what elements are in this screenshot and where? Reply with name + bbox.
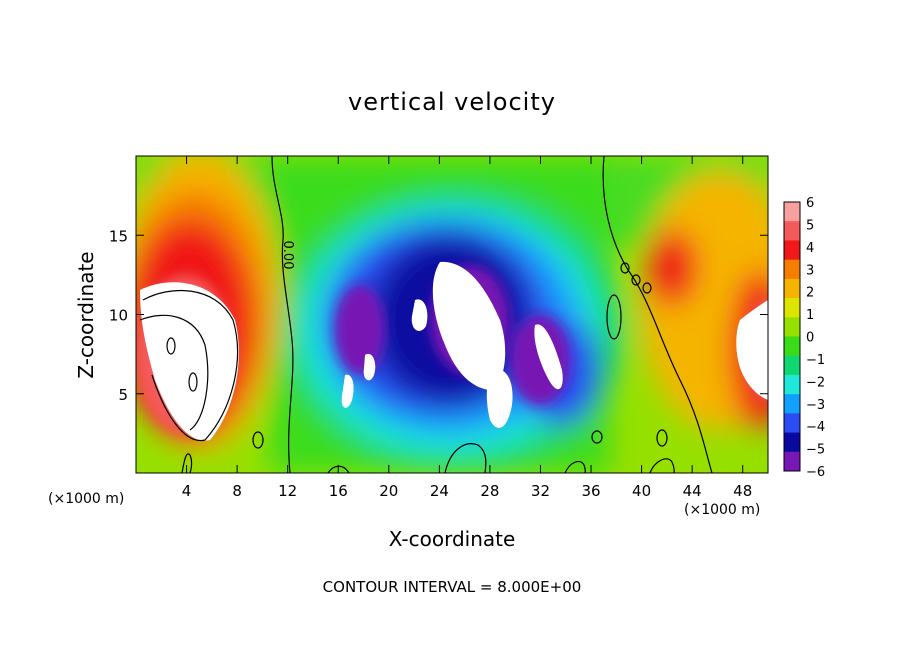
colorbar-label: −5 [806, 443, 825, 458]
x-axis: 4 8 12 16 20 24 28 32 36 40 44 48 [182, 156, 752, 500]
y-tick-label: 10 [109, 307, 128, 325]
contour-lines [139, 156, 713, 473]
x-tick-label: 28 [480, 482, 499, 500]
colorbar-swatch [784, 298, 800, 318]
x-tick-label: 32 [531, 482, 550, 500]
x-unit-right: (×1000 m) [684, 502, 761, 518]
x-tick-label: 20 [379, 482, 398, 500]
x-axis-label: X-coordinate [388, 527, 516, 551]
colorbar-swatch [784, 374, 800, 395]
colorbar-swatch [784, 317, 800, 337]
contour-label: 0.00 [280, 241, 295, 270]
chart-title: vertical velocity [348, 88, 556, 116]
x-tick-label: 16 [329, 482, 348, 500]
x-tick-label: 24 [430, 482, 449, 500]
colorbar-swatch [784, 202, 800, 222]
colorbar-swatch [784, 278, 800, 299]
x-tick-label: 44 [683, 482, 702, 500]
colorbar-label: −4 [806, 420, 825, 435]
contour-interval-note: CONTOUR INTERVAL = 8.000E+00 [322, 578, 582, 596]
colorbar-frame [783, 201, 801, 472]
colorbar-label: 3 [806, 263, 814, 278]
x-tick-label: 8 [232, 482, 242, 500]
y-tick-label: 5 [118, 386, 128, 404]
x-tick-label: 48 [733, 482, 752, 500]
x-tick-label: 4 [182, 482, 192, 500]
colorbar-swatch [784, 413, 800, 434]
colorbar-swatch [784, 259, 800, 280]
colorbar-swatch [784, 432, 800, 453]
colorbar-swatch [784, 355, 800, 376]
x-tick-label: 40 [632, 482, 651, 500]
colorbar-label: 4 [806, 241, 814, 256]
colorbar: 6 5 4 3 2 1 0 −1 −2 −3 −4 −5 −6 [783, 196, 825, 480]
colorbar-label: 6 [806, 196, 814, 211]
colorbar-swatch [784, 336, 800, 357]
colorbar-label: −6 [806, 465, 825, 480]
colorbar-label: 2 [806, 286, 814, 301]
y-axis-label: Z-coordinate [74, 251, 98, 379]
y-axis: 5 10 15 [109, 227, 768, 404]
x-tick-label: 12 [278, 482, 297, 500]
heatmap-saturated [140, 261, 768, 441]
colorbar-swatch [784, 221, 800, 241]
colorbar-swatch [784, 394, 800, 414]
colorbar-label: 0 [806, 331, 814, 346]
colorbar-swatch [784, 451, 800, 472]
colorbar-swatch [784, 240, 800, 261]
colorbar-label: −3 [806, 398, 825, 413]
colorbar-label: −2 [806, 375, 825, 390]
y-tick-label: 15 [109, 227, 128, 245]
colorbar-label: −1 [806, 353, 825, 368]
x-tick-label: 36 [581, 482, 600, 500]
x-unit-left: (×1000 m) [48, 491, 125, 507]
plot-area: 0.00 [135, 155, 769, 474]
colorbar-label: 5 [806, 218, 814, 233]
colorbar-label: 1 [806, 308, 814, 323]
